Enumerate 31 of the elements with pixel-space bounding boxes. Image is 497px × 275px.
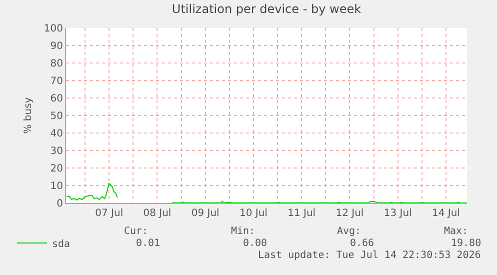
text: Cur: <box>124 226 148 237</box>
x-tick-label: 12 Jul <box>336 208 364 219</box>
y-tick-label: 40 <box>50 128 63 140</box>
y-tick-label: 50 <box>50 111 63 122</box>
x-tick-label: 14 Jul <box>432 208 460 219</box>
x-tick-label: 13 Jul <box>384 208 412 219</box>
y-tick-label: 10 <box>50 181 63 192</box>
x-tick-label: 07 Jul <box>95 208 124 219</box>
legend-label: sda <box>52 238 70 250</box>
y-tick-label: 90 <box>50 41 63 52</box>
y-tick-label: 0 <box>56 198 63 210</box>
x-tick-label: 08 Jul <box>143 208 172 219</box>
text: 0.66 <box>350 238 374 249</box>
text: Min: <box>231 226 256 237</box>
text: 0.00 <box>243 238 268 249</box>
x-tick-label: 11 Jul <box>288 208 316 219</box>
x-tick-label: 09 Jul <box>191 208 220 219</box>
y-tick-label: 70 <box>50 76 63 87</box>
text: Avg: <box>337 226 362 237</box>
y-axis-title: % busy <box>22 97 34 134</box>
y-tick-label: 30 <box>50 146 63 157</box>
y-tick-label: 100 <box>44 24 63 34</box>
text: Max: <box>444 226 468 237</box>
text: 0.01 <box>136 238 160 249</box>
y-tick-label: 80 <box>50 58 63 70</box>
text: 19.80 <box>451 238 482 249</box>
y-tick-label: 20 <box>50 164 63 174</box>
x-tick-label: 10 Jul <box>239 208 268 219</box>
chart-title: Utilization per device - by week <box>172 2 362 16</box>
text: Last update: Tue Jul 14 22:30:53 2026 <box>258 250 481 261</box>
y-tick-label: 60 <box>50 94 63 104</box>
